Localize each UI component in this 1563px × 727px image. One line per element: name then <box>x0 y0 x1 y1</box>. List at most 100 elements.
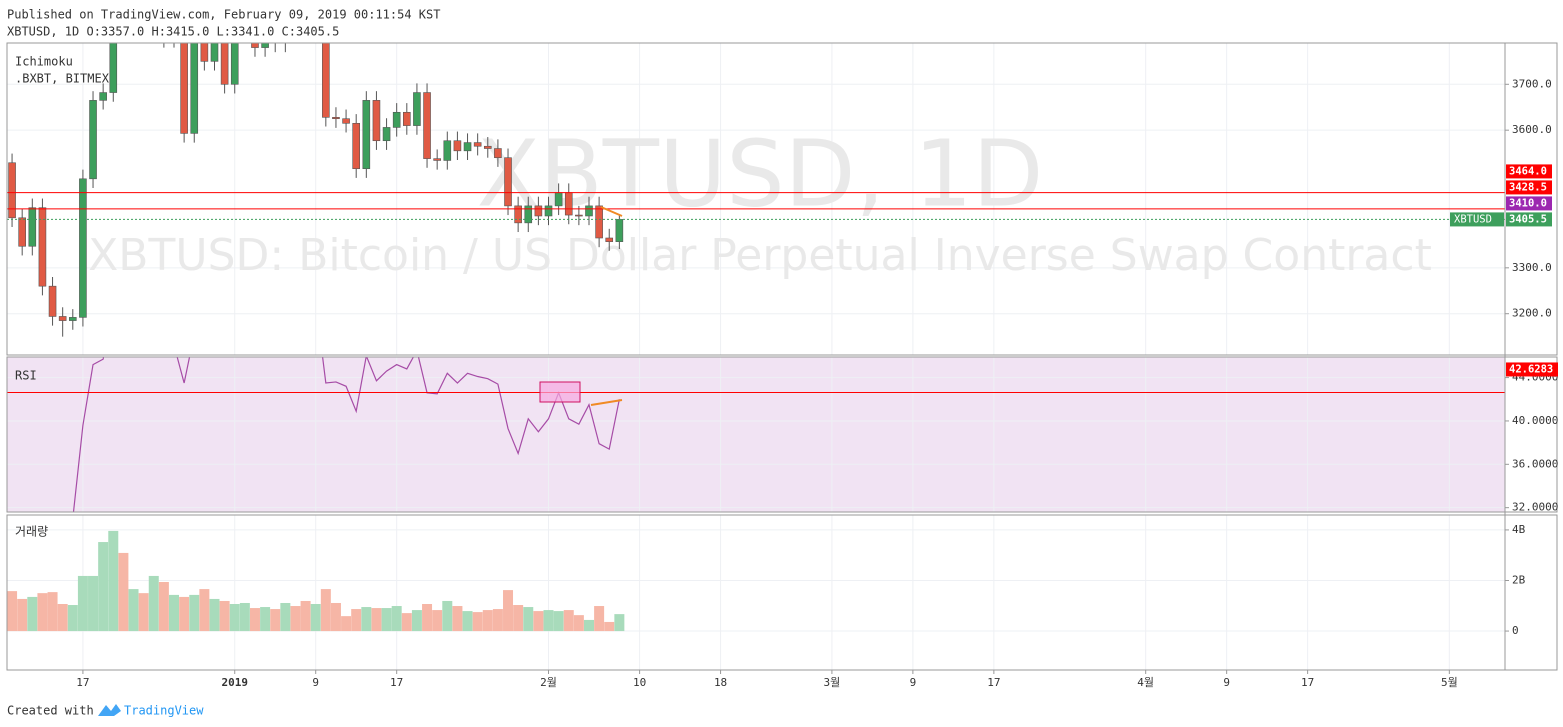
candle-body <box>544 205 553 217</box>
price-tag-label: 3410.0 <box>1509 197 1547 209</box>
candle-body <box>180 43 188 134</box>
candle-body <box>524 205 533 224</box>
x-tick-label: 3월 <box>824 676 841 689</box>
candle-body <box>210 43 219 62</box>
volume-bar <box>411 610 422 632</box>
volume-bar <box>503 590 514 632</box>
volume-bar <box>209 598 220 632</box>
volume-bar <box>199 589 210 632</box>
volume-bar <box>594 606 605 632</box>
symbol-tag-label: XBTUSD <box>1454 213 1492 225</box>
candle-body <box>423 92 431 159</box>
volume-bar <box>442 600 453 632</box>
volume-bar <box>229 604 240 632</box>
volume-bar <box>422 604 433 632</box>
panel-background <box>7 357 1505 512</box>
y-tick-label: 36.0000 <box>1512 457 1558 470</box>
volume-bar <box>128 589 139 632</box>
volume-frame <box>6 514 1558 671</box>
volume-bar <box>432 610 443 632</box>
volume-bar <box>482 610 493 632</box>
volume-bar <box>7 591 18 632</box>
watermark-title: XBTUSD, 1D <box>477 120 1044 227</box>
volume-bar <box>320 589 331 632</box>
symbol-tag <box>1450 212 1504 227</box>
volume-bar <box>118 552 129 632</box>
published: Published on TradingView.com, February 0… <box>7 8 440 22</box>
candle-body <box>372 100 381 142</box>
symbol-line: XBTUSD, 1D O:3357.0 H:3415.0 L:3341.0 C:… <box>7 25 339 39</box>
candle-body <box>483 145 492 149</box>
candle-body <box>362 100 371 170</box>
price-tag-label: 3464.0 <box>1509 165 1547 177</box>
volume-bar <box>583 619 594 632</box>
y-tick-label: 3300.0 <box>1512 261 1552 274</box>
price-tag <box>1506 212 1552 227</box>
candle-body <box>473 142 482 147</box>
volume-bar <box>158 582 169 632</box>
volume-bar <box>492 609 503 632</box>
candle-body <box>575 214 583 217</box>
volume-bar <box>523 607 534 632</box>
x-tick-label: 17 <box>987 676 1000 689</box>
candle-body <box>190 43 199 134</box>
volume-bar <box>179 596 190 632</box>
volume-bar <box>138 593 149 632</box>
candle-body <box>605 237 614 242</box>
candle-body <box>18 217 26 247</box>
volume-bar <box>361 607 372 632</box>
volume-bar <box>290 606 301 632</box>
candle-body <box>79 178 87 318</box>
candle-body <box>453 140 462 152</box>
candle-body <box>564 192 573 216</box>
candle-body <box>99 92 107 101</box>
rsi-line <box>72 357 620 512</box>
volume-bar <box>381 608 392 632</box>
volume-bar <box>189 594 200 632</box>
candle-body <box>230 43 239 85</box>
watermark-subtitle: XBTUSD: Bitcoin / US Dollar Perpetual In… <box>88 230 1432 281</box>
volume-bar <box>300 600 311 632</box>
footer-brand: TradingView <box>124 704 204 718</box>
volume-bar <box>270 609 281 632</box>
volume-bar <box>249 608 260 632</box>
panel-title: 거래량 <box>15 525 48 539</box>
logo <box>98 704 121 716</box>
price-tag <box>1506 164 1552 179</box>
candle-body <box>443 140 452 161</box>
x-tick-label: 5월 <box>1441 676 1458 689</box>
volume-bar <box>57 604 68 632</box>
y-tick-label: 2B <box>1512 573 1526 586</box>
y-tick-label: 40.0000 <box>1512 414 1558 427</box>
y-tick-label: 3700.0 <box>1512 77 1552 90</box>
candle-body <box>251 43 259 48</box>
level-tag <box>1506 362 1558 377</box>
volume-bar <box>77 575 88 632</box>
volume-bar <box>543 610 554 632</box>
level-tag-label: 42.6283 <box>1509 363 1553 375</box>
candle-body <box>554 192 563 207</box>
panel-title: RSI <box>15 369 37 383</box>
candle-body <box>595 205 603 239</box>
candle-body <box>58 316 67 321</box>
legend: .BXBT, BITMEX <box>15 72 110 86</box>
x-tick-label: 17 <box>1301 676 1314 689</box>
panel <box>7 530 625 632</box>
volume-bar <box>47 592 58 632</box>
price-tag <box>1506 180 1552 195</box>
x-tick-label: 9 <box>312 676 319 689</box>
volume-bar <box>533 611 544 632</box>
volume-bar <box>280 602 291 632</box>
candle-body <box>38 207 47 287</box>
y-tick-label: 3600.0 <box>1512 123 1552 136</box>
candle-body <box>68 317 77 321</box>
x-tick-label: 10 <box>633 676 646 689</box>
candle-body <box>332 117 340 120</box>
x-tick-label: 2019 <box>221 676 248 689</box>
y-tick-label: 3200.0 <box>1512 307 1552 320</box>
candle-body <box>48 285 57 317</box>
volume-bar <box>219 600 230 632</box>
candle-body <box>8 162 16 219</box>
candle-body <box>433 158 441 161</box>
